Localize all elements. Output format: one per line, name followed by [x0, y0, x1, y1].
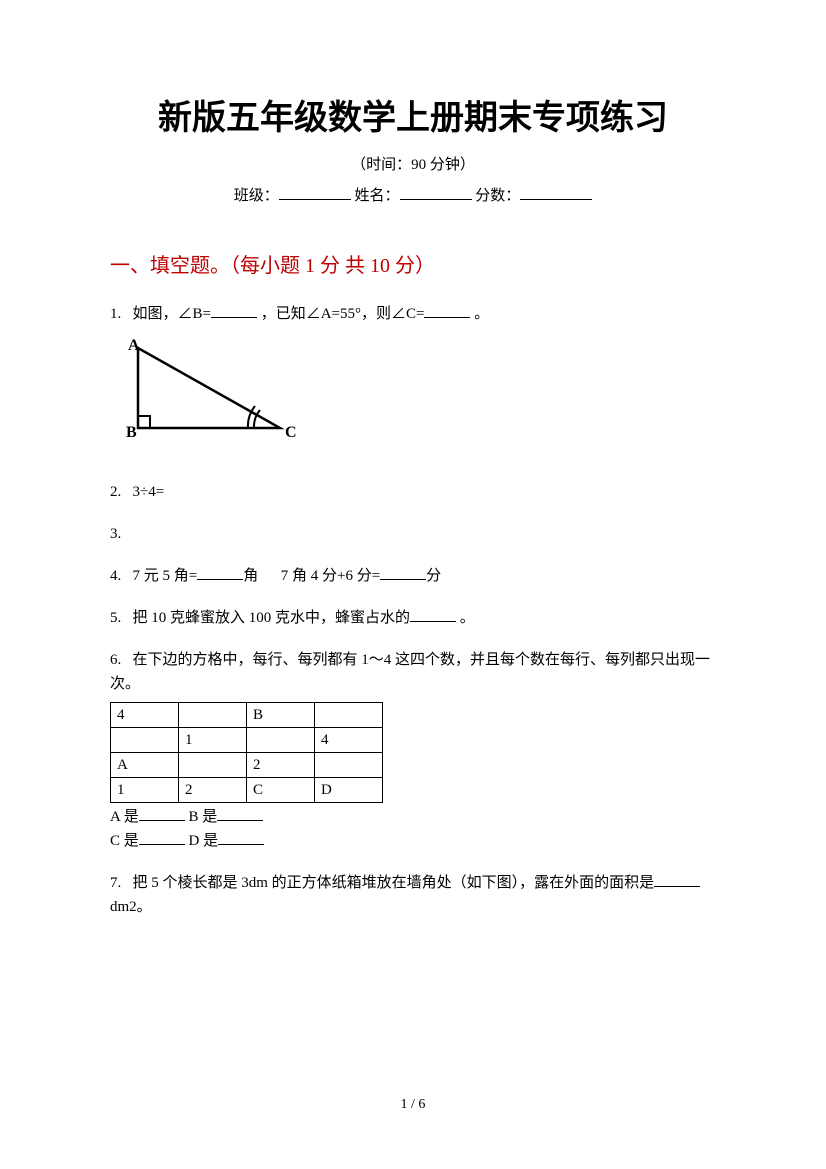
page-content: 新版五年级数学上册期末专项练习 （时间：90 分钟） 班级： 姓名： 分数： 一…	[0, 0, 826, 977]
name-blank	[400, 186, 472, 200]
question-4: 4. 7 元 5 角= 角 7 角 4 分+6 分= 分	[110, 564, 716, 588]
q5-end: 。	[460, 610, 475, 626]
q6-blank-a	[139, 808, 185, 821]
q4-num: 4.	[110, 568, 121, 584]
q1-end: 。	[474, 306, 489, 322]
cell	[111, 728, 179, 753]
cell	[315, 753, 383, 778]
q6-d: D 是	[189, 833, 219, 849]
cell	[179, 703, 247, 728]
q3-num: 3.	[110, 526, 121, 542]
q7-pre: 把 5 个棱长都是 3dm 的正方体纸箱堆放在墙角处（如下图），露在外面的面积是	[133, 875, 655, 891]
cell: 1	[179, 728, 247, 753]
q4-p2: 7 角 4 分+6 分=	[281, 568, 380, 584]
table-row: A 2	[111, 753, 383, 778]
cell: 4	[315, 728, 383, 753]
cell	[247, 728, 315, 753]
cell	[315, 703, 383, 728]
q1-num: 1.	[110, 306, 121, 322]
q7-blank	[654, 874, 700, 887]
student-info-line: 班级： 姓名： 分数：	[110, 184, 716, 205]
triangle-diagram: A B C	[110, 336, 300, 446]
cell: A	[111, 753, 179, 778]
cell: 4	[111, 703, 179, 728]
q1-mid: ，已知∠A=55°，则∠C=	[261, 306, 425, 322]
q1-blank-2	[424, 305, 470, 318]
cell: B	[247, 703, 315, 728]
table-row: 1 2 C D	[111, 778, 383, 803]
q6-a: A 是	[110, 809, 139, 825]
q6-blank-b	[217, 808, 263, 821]
q6-text-wrap: 6. 在下边的方格中，每行、每列都有 1～4 这四个数，并且每个数在每行、每列都…	[110, 648, 716, 696]
cell: C	[247, 778, 315, 803]
question-7: 7. 把 5 个棱长都是 3dm 的正方体纸箱堆放在墙角处（如下图），露在外面的…	[110, 871, 716, 919]
cell: 1	[111, 778, 179, 803]
time-subtitle: （时间：90 分钟）	[110, 153, 716, 174]
question-1: 1. 如图，∠B= ，已知∠A=55°，则∠C= 。 A B C	[110, 302, 716, 462]
q6-blank-d	[218, 832, 264, 845]
q1-blank-1	[211, 305, 257, 318]
q6-b: B 是	[189, 809, 218, 825]
name-label: 姓名：	[354, 188, 399, 204]
cell: 2	[179, 778, 247, 803]
svg-text:C: C	[285, 424, 297, 441]
q5-pre: 把 10 克蜂蜜放入 100 克水中，蜂蜜占水的	[133, 610, 411, 626]
class-label: 班级：	[234, 188, 279, 204]
question-1-text: 1. 如图，∠B= ，已知∠A=55°，则∠C= 。	[110, 302, 716, 326]
cell: D	[315, 778, 383, 803]
q6-answers: A 是 B 是 C 是 D 是	[110, 805, 716, 853]
q7-num: 7.	[110, 875, 121, 891]
svg-text:A: A	[128, 337, 140, 354]
q5-blank	[410, 609, 456, 622]
q6-text: 在下边的方格中，每行、每列都有 1～4 这四个数，并且每个数在每行、每列都只出现…	[110, 652, 710, 692]
cell	[179, 753, 247, 778]
q5-num: 5.	[110, 610, 121, 626]
section-1-header: 一、填空题。（每小题 1 分 共 10 分）	[110, 249, 716, 278]
q7-end: dm2。	[110, 899, 152, 915]
q6-blank-c	[139, 832, 185, 845]
table-row: 1 4	[111, 728, 383, 753]
q4-blank-2	[380, 567, 426, 580]
page-number: 1 / 6	[0, 1097, 826, 1113]
svg-text:B: B	[126, 424, 137, 441]
question-6: 6. 在下边的方格中，每行、每列都有 1～4 这四个数，并且每个数在每行、每列都…	[110, 648, 716, 853]
score-label: 分数：	[475, 188, 520, 204]
cell: 2	[247, 753, 315, 778]
score-blank	[520, 186, 592, 200]
q4-blank-1	[197, 567, 243, 580]
q6-c: C 是	[110, 833, 139, 849]
document-title: 新版五年级数学上册期末专项练习	[110, 90, 716, 139]
q2-num: 2.	[110, 484, 121, 500]
question-3: 3.	[110, 522, 716, 546]
q4-u1: 角	[243, 568, 258, 584]
q2-text: 3÷4=	[133, 484, 165, 500]
question-5: 5. 把 10 克蜂蜜放入 100 克水中，蜂蜜占水的 。	[110, 606, 716, 630]
class-blank	[279, 186, 351, 200]
q4-u2: 分	[426, 568, 441, 584]
q6-num: 6.	[110, 652, 121, 668]
question-2: 2. 3÷4=	[110, 480, 716, 504]
table-row: 4 B	[111, 703, 383, 728]
q6-grid: 4 B 1 4 A 2 1 2 C D	[110, 702, 383, 803]
q4-p1: 7 元 5 角=	[133, 568, 198, 584]
q1-pre: 如图，∠B=	[133, 306, 211, 322]
